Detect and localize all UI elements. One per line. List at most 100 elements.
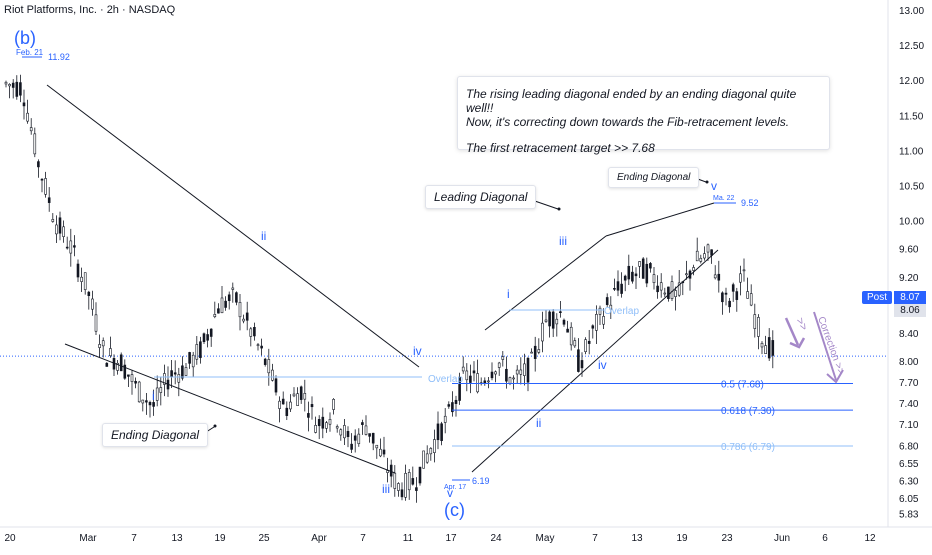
- correction-arrow-short-label: >>: [793, 316, 810, 333]
- candle-body: [692, 267, 695, 271]
- y-tick-label: 8.00: [899, 357, 919, 368]
- candle-body: [613, 288, 616, 290]
- candle-body: [213, 314, 217, 317]
- candle-body: [728, 300, 731, 308]
- candle-body: [663, 292, 667, 295]
- candle-body: [101, 340, 105, 347]
- candle-body: [22, 102, 26, 107]
- candle-body: [15, 81, 19, 97]
- candle-body: [119, 354, 123, 372]
- candle-body: [433, 439, 436, 453]
- candle-body: [11, 82, 15, 88]
- x-tick-label: May: [536, 533, 555, 544]
- apr17-date-label: Apr. 17: [444, 484, 466, 491]
- candle-body: [699, 257, 703, 262]
- candle-body: [321, 416, 325, 429]
- candle-body: [371, 432, 375, 444]
- candle-body: [605, 297, 609, 305]
- candle-body: [389, 464, 393, 477]
- candle-body: [328, 418, 332, 425]
- callout-ending-diagonal-left[interactable]: Ending Diagonal: [102, 423, 209, 447]
- candle-body: [659, 282, 663, 291]
- candle-body: [562, 319, 566, 325]
- candle-body: [177, 374, 181, 383]
- candle-body: [343, 425, 346, 439]
- candle-body: [429, 448, 433, 455]
- y-tick-label: 9.20: [899, 273, 919, 284]
- candle-body: [130, 374, 134, 382]
- candle-body: [487, 380, 490, 383]
- candle-body: [148, 401, 152, 406]
- candle-body: [767, 337, 771, 359]
- note-line-1: The rising leading diagonal ended by an …: [466, 87, 797, 115]
- y-tick-label: 6.80: [899, 441, 919, 452]
- candle-body: [555, 318, 559, 325]
- x-tick-label: 7: [360, 533, 366, 544]
- candle-body: [591, 325, 595, 329]
- candle-body: [443, 415, 447, 423]
- wave-label-c: (c): [444, 500, 465, 520]
- y-tick-label: 10.00: [899, 217, 924, 228]
- candle-body: [163, 373, 166, 385]
- x-tick-label: 13: [631, 533, 643, 544]
- candle-body: [551, 311, 555, 329]
- candle-body: [332, 399, 335, 410]
- candle-body: [29, 127, 33, 132]
- feb21-price-label: 11.92: [48, 52, 70, 62]
- candle-body: [638, 261, 641, 267]
- wave-label-iv-left: iv: [413, 344, 422, 358]
- candle-body: [231, 287, 235, 290]
- candle-body: [407, 472, 411, 491]
- y-tick-label: 13.00: [899, 6, 924, 17]
- candle-body: [296, 393, 299, 406]
- candle-body: [263, 358, 267, 365]
- fib-level-label: 0.786 (6.79): [721, 442, 775, 453]
- wave-label-v-right: v: [711, 179, 717, 193]
- y-tick-label: 12.50: [899, 41, 924, 52]
- candle-body: [465, 370, 469, 381]
- candle-body: [641, 258, 645, 279]
- candle-body: [512, 377, 515, 380]
- candle-body: [44, 178, 47, 195]
- candle-body: [436, 423, 440, 441]
- candle-body: [447, 404, 451, 407]
- y-tick-label: 7.40: [899, 399, 919, 410]
- candle-body: [703, 253, 706, 259]
- candle-body: [533, 345, 537, 359]
- chart-title: Riot Platforms, Inc. · 2h · NASDAQ: [4, 4, 176, 16]
- analysis-note[interactable]: The rising leading diagonal ended by an …: [457, 76, 830, 155]
- candle-body: [109, 348, 112, 357]
- candle-body: [584, 339, 587, 352]
- candle-body: [425, 453, 429, 463]
- candle-body: [400, 489, 404, 498]
- candle-body: [181, 365, 184, 379]
- candle-body: [353, 435, 357, 441]
- candle-body: [80, 276, 83, 282]
- candle-body: [731, 284, 735, 292]
- candle-body: [47, 197, 51, 203]
- candle-body: [757, 317, 760, 337]
- callout-ending-diagonal-right[interactable]: Ending Diagonal: [608, 167, 700, 188]
- x-tick-label: 6: [822, 533, 828, 544]
- x-tick-label: 25: [258, 533, 270, 544]
- candle-body: [227, 294, 231, 301]
- candle-body: [652, 274, 656, 284]
- candle-body: [397, 483, 400, 491]
- candle-body: [116, 362, 119, 371]
- candle-body: [8, 84, 11, 87]
- ending-callout-dot: [213, 424, 217, 428]
- candle-body: [299, 386, 303, 400]
- candle-body: [83, 272, 87, 290]
- candle-body: [721, 292, 724, 303]
- candle-body: [170, 370, 173, 378]
- candle-body: [656, 285, 659, 293]
- candle-body: [19, 82, 22, 96]
- candle-body: [217, 308, 220, 314]
- candle-body: [440, 423, 443, 441]
- callout-leading-diagonal[interactable]: Leading Diagonal: [425, 185, 537, 209]
- x-tick-label: 24: [490, 533, 502, 544]
- y-tick-label: 7.70: [899, 378, 919, 389]
- candle-body: [256, 344, 260, 347]
